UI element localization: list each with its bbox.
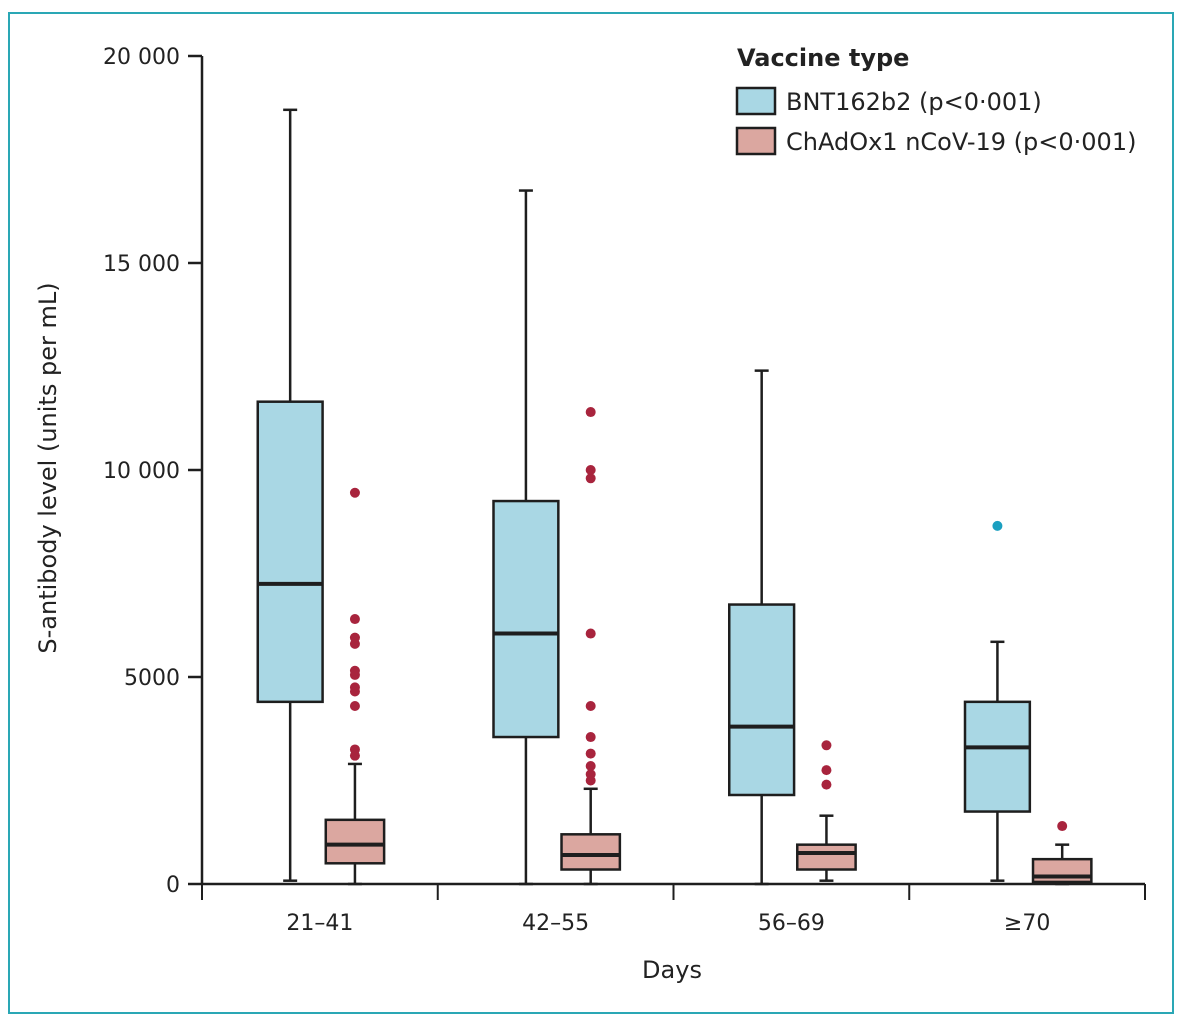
series-bnt162b2	[256, 108, 1032, 886]
outlier-point	[349, 744, 360, 755]
iqr-box	[728, 603, 796, 797]
x-tick-label: ≥70	[1004, 911, 1050, 936]
outlier-point	[821, 740, 832, 751]
iqr-box	[324, 818, 386, 865]
legend-swatch	[735, 86, 777, 116]
y-tick-label: 15 000	[103, 252, 180, 277]
outlier-point	[349, 487, 360, 498]
x-axis-title: Days	[642, 956, 702, 984]
outlier-point	[821, 765, 832, 776]
x-tick-label: 42–55	[522, 911, 589, 936]
iqr-box	[492, 499, 560, 739]
y-tick-label: 20 000	[103, 45, 180, 70]
y-axis: 0 5000 10 000 15 000 20 000	[103, 45, 204, 898]
outlier-point	[992, 520, 1003, 531]
outlier-point	[585, 700, 596, 711]
outlier-point	[821, 779, 832, 790]
outlier-point	[585, 732, 596, 743]
box-plot-series	[256, 108, 1093, 886]
outlier-point	[1057, 821, 1068, 832]
outlier-point	[349, 700, 360, 711]
y-tick-label: 10 000	[103, 459, 180, 484]
outlier-point	[585, 769, 596, 780]
legend-label: ChAdOx1 nCoV-19 (p<0·001)	[786, 128, 1136, 156]
outlier-point	[349, 665, 360, 676]
legend-swatch	[735, 126, 777, 156]
series-chadox1	[324, 407, 1093, 886]
x-tick-label: 56–69	[758, 911, 825, 936]
outlier-point	[585, 761, 596, 772]
legend-title: Vaccine type	[737, 44, 909, 72]
outlier-point	[349, 682, 360, 693]
outlier-point	[585, 465, 596, 475]
legend-label: BNT162b2 (p<0·001)	[786, 88, 1042, 116]
y-tick-label: 5000	[124, 666, 180, 691]
y-tick-label: 0	[166, 873, 180, 898]
y-axis-title: S-antibody level (units per mL)	[34, 282, 62, 653]
x-tick-label: 21–41	[286, 911, 353, 936]
x-axis: 21–41 42–55 56–69 ≥70	[201, 882, 1146, 936]
iqr-box	[256, 400, 324, 704]
outlier-point	[585, 748, 596, 759]
iqr-box	[796, 843, 857, 871]
legend: Vaccine type BNT162b2 (p<0·001) ChAdOx1 n…	[735, 44, 1136, 156]
outlier-point	[585, 407, 596, 418]
iqr-box	[963, 700, 1032, 813]
figure-border	[8, 12, 1174, 1014]
outlier-point	[585, 628, 596, 639]
iqr-box	[560, 833, 622, 871]
outlier-point	[585, 473, 596, 484]
outlier-point	[349, 614, 360, 625]
outlier-point	[349, 632, 360, 643]
